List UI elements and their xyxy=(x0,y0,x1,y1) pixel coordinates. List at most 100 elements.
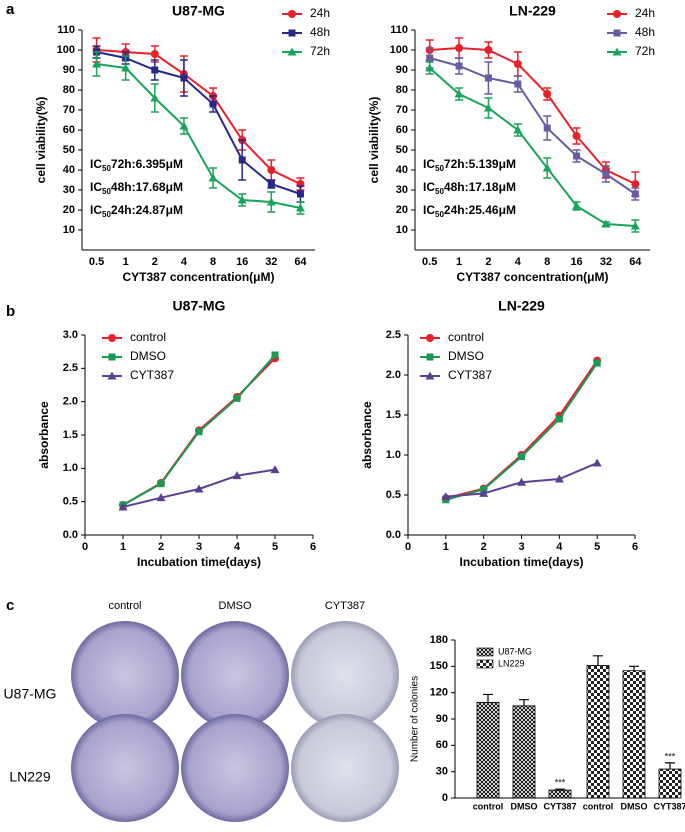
marker xyxy=(151,66,159,74)
marker xyxy=(426,353,434,361)
marker xyxy=(631,180,640,188)
y-tick-label: 30 xyxy=(436,766,448,778)
x-tick-label: 1 xyxy=(456,256,462,268)
annotation-part: IC xyxy=(90,157,102,171)
x-tick-label: 32 xyxy=(265,256,277,268)
y-tick-label: 20 xyxy=(63,204,75,216)
marker xyxy=(108,353,116,361)
error-bar xyxy=(519,699,529,706)
y-axis-label: absorbance xyxy=(360,401,374,469)
y-tick-label: 110 xyxy=(390,24,408,36)
legend-label: CYT387 xyxy=(448,368,492,382)
colony-dish xyxy=(291,714,399,822)
series-line xyxy=(96,51,301,195)
marker xyxy=(288,29,296,37)
marker xyxy=(107,371,117,380)
y-tick-label: 60 xyxy=(396,124,408,136)
marker xyxy=(238,156,246,164)
marker xyxy=(602,170,610,178)
colony-dish xyxy=(291,621,399,729)
annotation-sub: 50 xyxy=(102,164,111,173)
marker xyxy=(518,453,525,461)
annotation-part: 24h:25.46μM xyxy=(444,203,516,217)
marker xyxy=(441,492,451,501)
x-tick-label: CYT387 xyxy=(543,801,576,811)
x-tick-label: CYT387 xyxy=(653,801,685,811)
error-bar xyxy=(629,665,639,671)
x-tick-label: 1 xyxy=(443,541,449,553)
y-tick-label: 50 xyxy=(396,144,408,156)
annotation-sub: 50 xyxy=(102,187,111,196)
colony-dish xyxy=(71,621,179,729)
panel-label: a xyxy=(6,1,15,18)
marker xyxy=(195,428,203,436)
legend-label: CYT387 xyxy=(130,368,174,382)
x-tick-label: DMSO xyxy=(511,801,538,811)
error-bar xyxy=(593,655,603,666)
annotation-part: IC xyxy=(423,157,435,171)
marker xyxy=(479,488,489,497)
y-tick-label: 90 xyxy=(396,64,408,76)
legend-label: control xyxy=(448,330,484,344)
x-tick-label: 8 xyxy=(544,256,550,268)
marker xyxy=(572,201,582,210)
bar xyxy=(622,670,646,799)
x-tick-label: 16 xyxy=(236,256,248,268)
marker xyxy=(150,50,159,58)
marker xyxy=(630,221,640,230)
marker xyxy=(613,29,621,37)
x-tick-label: 2 xyxy=(152,256,158,268)
x-tick-label: DMSO xyxy=(621,801,648,811)
series-line xyxy=(429,67,636,227)
x-axis-label: Incubation time(days) xyxy=(459,555,583,569)
marker xyxy=(287,47,297,56)
marker xyxy=(543,124,551,132)
x-tick-label: 16 xyxy=(570,256,582,268)
marker xyxy=(513,125,523,134)
y-tick-label: 110 xyxy=(57,24,75,36)
x-tick-label: 64 xyxy=(294,256,307,268)
annotation-sub: 50 xyxy=(435,164,444,173)
colony-dish xyxy=(181,714,289,822)
x-tick-label: 4 xyxy=(181,256,188,268)
annotation: IC5048h:17.18μM xyxy=(423,180,516,196)
marker xyxy=(92,59,102,68)
legend-label: 24h xyxy=(635,6,655,20)
marker xyxy=(426,54,434,62)
row-label: U87-MG xyxy=(4,686,57,702)
y-tick-label: 40 xyxy=(63,164,75,176)
marker xyxy=(543,90,552,98)
x-axis-label: CYT387 concentration(μM) xyxy=(122,270,274,284)
x-tick-label: control xyxy=(583,801,614,811)
x-tick-label: 4 xyxy=(556,541,563,553)
significance: *** xyxy=(555,778,566,788)
marker xyxy=(179,121,189,130)
x-tick-label: 4 xyxy=(234,541,241,553)
bar xyxy=(476,701,500,799)
annotation-part: 72h:6.395μM xyxy=(111,157,183,171)
annotation-sub: 50 xyxy=(435,210,444,219)
series-line xyxy=(96,49,301,185)
bar xyxy=(548,789,572,799)
legend-swatch xyxy=(476,647,494,657)
significance: *** xyxy=(665,751,676,761)
marker xyxy=(295,203,305,212)
marker xyxy=(517,477,526,486)
marker xyxy=(454,89,464,98)
y-axis-label: cell viability(%) xyxy=(367,97,381,184)
y-tick-label: 60 xyxy=(63,124,75,136)
y-tick-label: 70 xyxy=(396,104,408,116)
marker xyxy=(271,351,279,359)
marker xyxy=(267,180,275,188)
y-tick-label: 10 xyxy=(396,224,408,236)
colony-dish xyxy=(71,714,179,822)
marker xyxy=(484,46,493,54)
bar xyxy=(586,665,610,799)
series-line xyxy=(96,63,301,209)
y-tick-label: 1.0 xyxy=(63,462,78,474)
marker xyxy=(483,103,493,112)
marker xyxy=(266,197,276,206)
x-axis-label: Incubation time(days) xyxy=(137,555,261,569)
marker xyxy=(232,471,242,480)
x-tick-label: 5 xyxy=(594,541,600,553)
